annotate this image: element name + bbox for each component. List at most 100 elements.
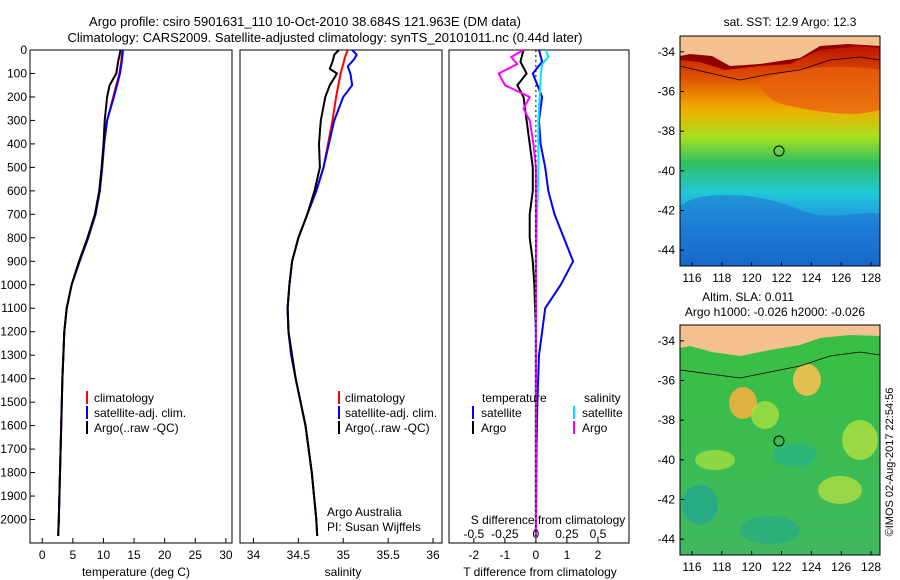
sla-yellow-patch [751,401,779,429]
y-tick-label: 100 [7,66,27,80]
sla-map-title-line1: Altim. SLA: 0.011 [702,290,794,304]
series-line-argo-temperature [516,49,537,536]
legend-label-climatology: climatology [345,391,405,405]
imos-watermark: ©IMOS 02-Aug-2017 22:54:56 [884,388,896,537]
sla-map-frame [679,324,881,556]
salinity-note-line1: Argo Australia [327,505,402,519]
s-tick-label: 0 [533,527,540,541]
map-y-tick-label: -36 [658,374,676,388]
map-y-tick-label: -44 [658,243,676,257]
sla-yellow-patch [842,420,878,460]
legend-label-satellite: satellite-adj. clim. [94,406,186,420]
x-tick-label: 0 [39,548,46,562]
salinity-panel: 34 34.5 35 35.5 36 [247,49,440,562]
temperature-plot-frame [29,49,233,544]
map-x-tick-label: 120 [742,271,762,285]
x-tick-label: 10 [97,548,111,562]
map-y-tick-label: -36 [658,85,676,99]
map-x-tick-label: 118 [712,560,731,574]
y-tick-label: 700 [7,207,27,221]
x-tick-label: 5 [70,548,77,562]
sla-map: Altim. SLA: 0.011 Argo h1000: -0.026 h20… [658,290,882,574]
s-tick-label: 0.5 [590,527,607,541]
y-tick-label: 500 [7,160,27,174]
x-tick-label: 2 [595,548,602,562]
map-x-tick-label: 118 [712,271,731,285]
y-tick-label: 1400 [0,372,27,386]
legend-title-temperature: temperature [482,391,547,405]
series-line-argo-raw-qc- [286,49,340,537]
depth-axis: 0 100 200 300 400 500 600 700 800 900 1000 1100 1200… [0,43,35,527]
x-tick-label: 0 [533,548,540,562]
y-tick-label: 0 [20,43,27,57]
map-x-tick-label: 120 [742,560,762,574]
map-x-tick-label: 126 [831,271,851,285]
series-line-climatology [286,49,349,537]
sst-orange-patch [760,66,880,114]
map-y-tick-label: -40 [658,164,676,178]
x-tick-label: 36 [426,548,440,562]
series-line-argo-salinity [497,49,537,536]
map-y-tick-label: -42 [658,492,676,506]
map-y-tick-label: -34 [658,334,676,348]
map-x-tick-label: 116 [682,560,701,574]
sst-map-axes: 116 118 120 122 124 126 128 -34 -36 -38 -40 -42 -44 [658,45,882,285]
legend-label-temp-satellite: satellite [481,406,522,420]
x-tick-label: 34 [247,548,261,562]
series-line-satellite-adj-clim- [286,49,358,537]
series-line-satellite-salinity [534,49,550,536]
figure-title-line2: Climatology: CARS2009. Satellite-adjuste… [68,30,583,45]
temperature-legend: climatology satellite-adj. clim. Argo(..… [86,391,186,435]
sst-map-frame [679,35,881,267]
map-y-tick-label: -40 [658,453,676,467]
map-x-tick-label: 124 [801,271,821,285]
figure-title-line1: Argo profile: csiro 5901631_110 10-Oct-2… [89,14,521,29]
y-tick-label: 400 [7,137,27,151]
map-y-tick-label: -42 [658,203,676,217]
y-tick-label: 2000 [0,513,27,527]
map-y-tick-label: -38 [658,124,676,138]
map-y-tick-label: -44 [658,532,676,546]
temperature-panel: 0 5 10 15 20 25 30 [39,49,233,562]
legend-label-sal-argo: Argo [582,421,608,435]
legend-label-satellite: satellite-adj. clim. [345,406,437,420]
sla-low-patch [682,485,718,525]
map-x-tick-label: 128 [861,560,881,574]
salinity-note-line2: PI: Susan Wijffels [327,520,421,534]
x-tick-label: 34.5 [287,548,311,562]
y-tick-label: 1900 [0,489,27,503]
y-tick-label: 900 [7,254,27,268]
s-tick-label: 0.25 [555,527,579,541]
y-tick-label: 1600 [0,419,27,433]
difference-panel: -2 -1 0 1 2 -0.5 -0.25 0 0.25 0.5 [463,49,607,562]
sla-map-title-line2: Argo h1000: -0.026 h2000: -0.026 [685,305,865,319]
map-x-tick-label: 122 [771,560,791,574]
y-tick-label: 200 [7,90,27,104]
y-tick-label: 800 [7,231,27,245]
s-difference-axis-label: S difference from climatology [471,513,626,527]
land-polygon [680,36,880,66]
sla-high-eddy [729,387,757,419]
sla-low-patch [740,516,800,544]
y-tick-label: 1000 [0,278,27,292]
salinity-xlabel: salinity [325,565,362,579]
series-line-climatology [57,49,124,537]
y-tick-label: 1100 [1,301,27,315]
legend-label-sal-satellite: satellite [582,406,623,420]
salinity-legend: climatology satellite-adj. clim. Argo(..… [338,391,437,435]
legend-label-temp-argo: Argo [481,421,507,435]
x-tick-label: 1 [564,548,571,562]
coastline-contour [680,351,880,379]
x-tick-label: 15 [127,548,141,562]
legend-label-climatology: climatology [94,391,154,405]
x-tick-label: 20 [158,548,172,562]
map-x-tick-label: 122 [771,271,791,285]
map-y-tick-label: -34 [658,45,676,59]
y-tick-label: 1200 [0,325,27,339]
x-tick-label: 30 [219,548,233,562]
s-tick-label: -0.5 [463,527,484,541]
difference-legend: temperature salinity satellite Argo sate… [472,391,623,435]
sla-yellow-patch [818,476,862,504]
coastline-contour [680,56,880,81]
